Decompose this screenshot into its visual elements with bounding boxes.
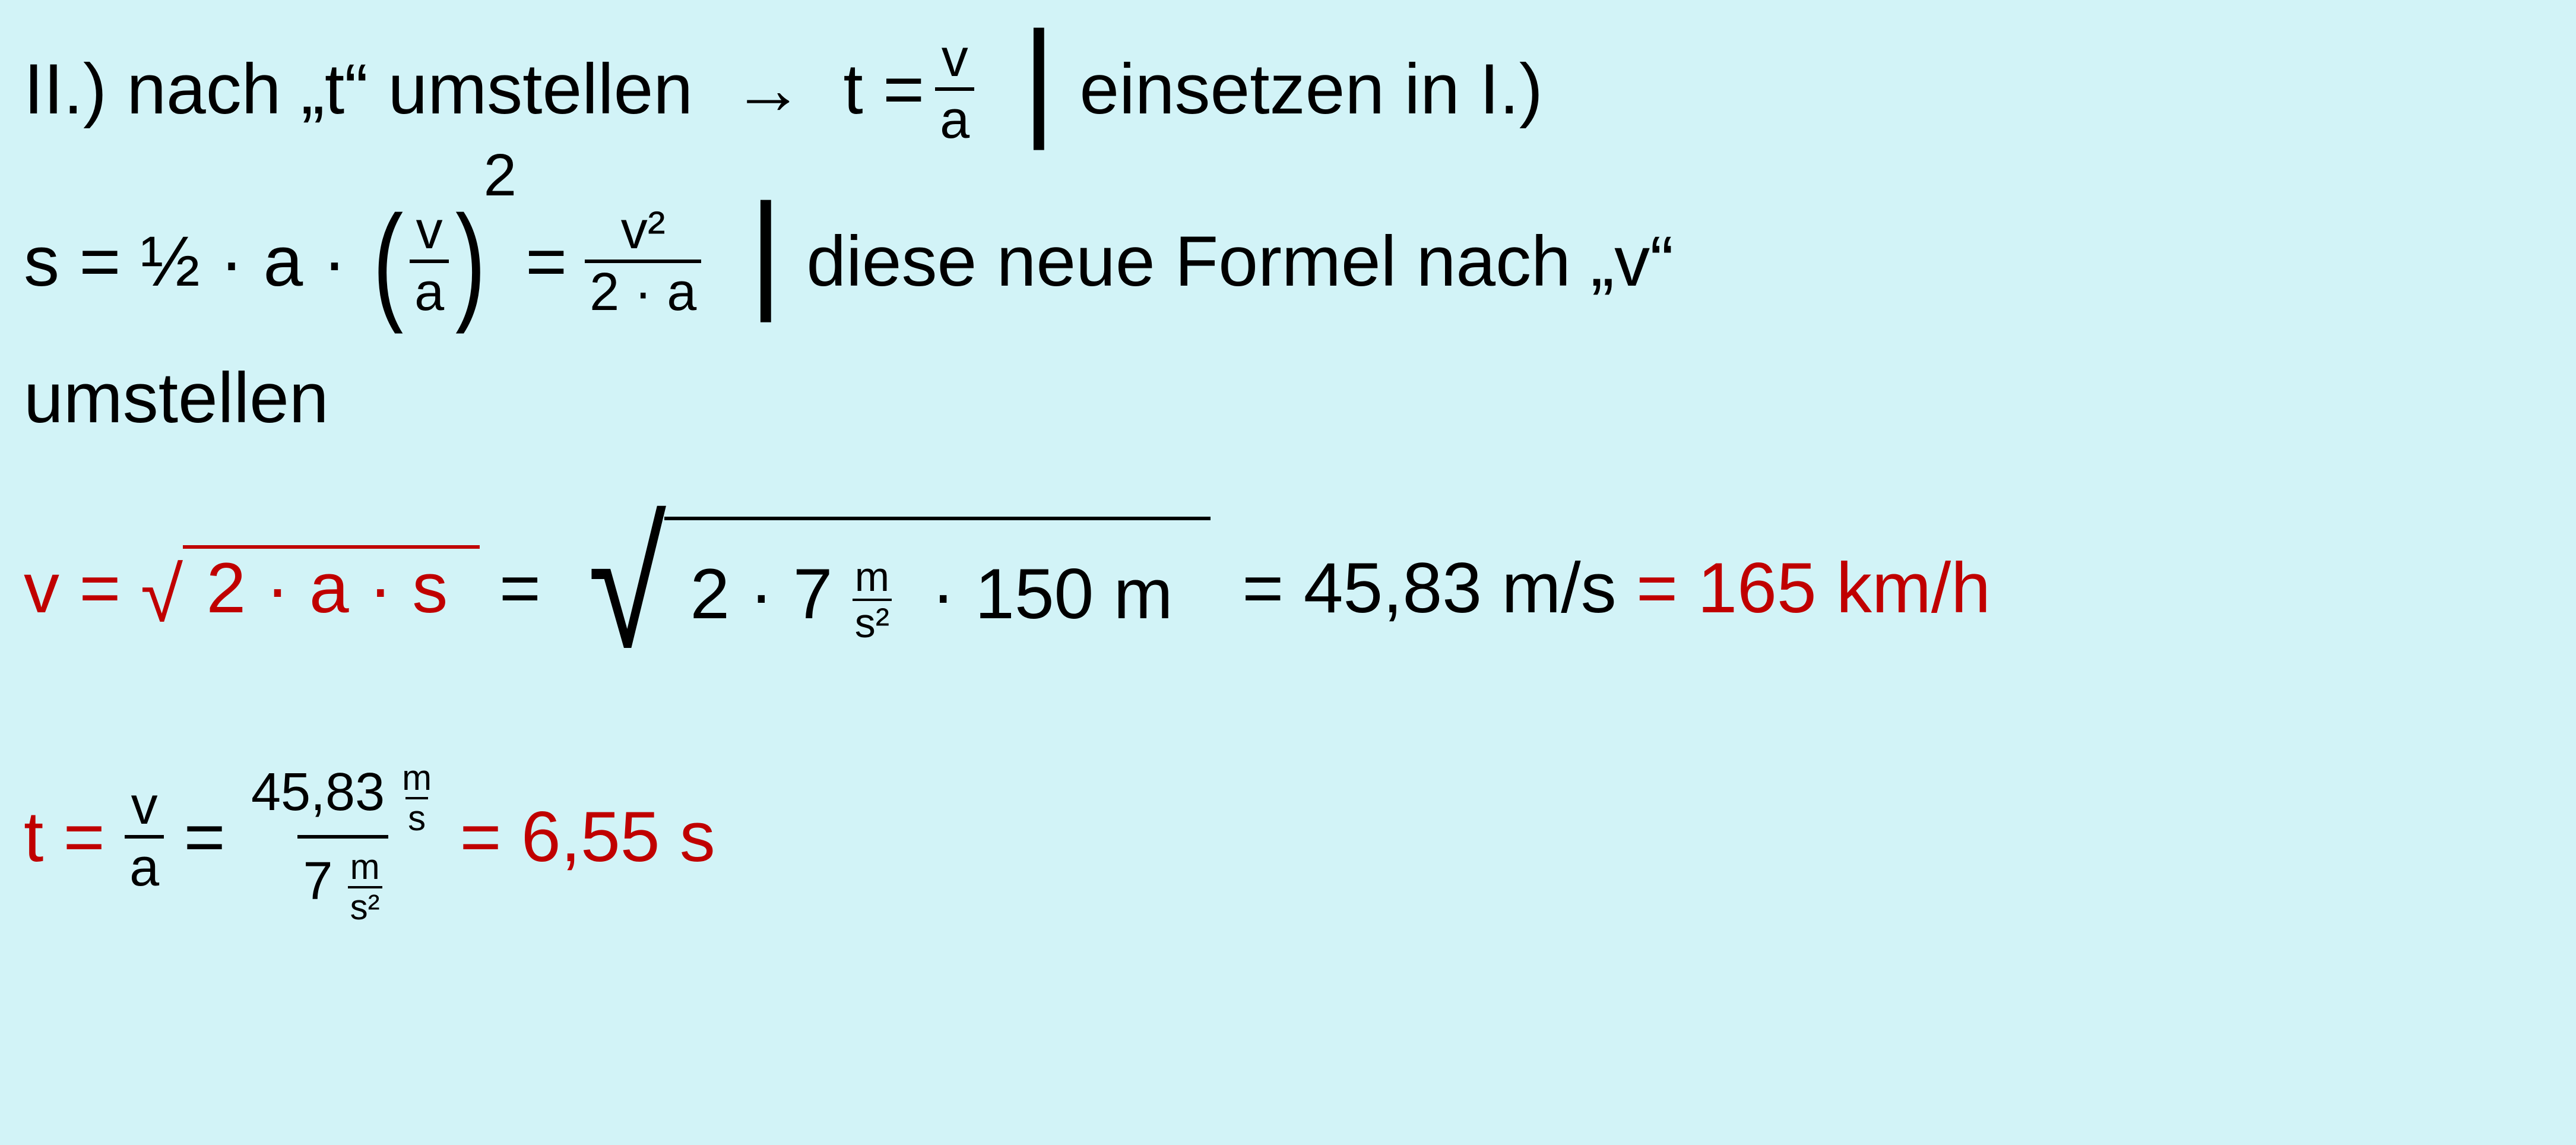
- line4-frac2-num-val: 45,83: [251, 766, 400, 819]
- line3-sqrt-red: √ 2 · a · s: [141, 549, 480, 627]
- line2-paren: ( v a ) 2: [366, 196, 525, 327]
- line4-result: = 6,55 s: [440, 801, 715, 872]
- line3-numeric: = 45,83 m/s: [1222, 552, 1636, 624]
- line2-paren-den: a: [410, 260, 449, 319]
- line2-rhs-frac-den: 2 · a: [585, 260, 701, 319]
- lparen-icon: (: [373, 196, 403, 327]
- line4-frac2: 45,83 m s 7 m s²: [245, 754, 440, 919]
- rparen-icon: ): [455, 196, 486, 327]
- line3-bigsqrt-unit-den: s²: [853, 599, 892, 644]
- line3-sqrt-body: 2 · a · s: [186, 552, 467, 624]
- big-sqrt-icon: √: [588, 514, 667, 656]
- line1-frac-den: a: [935, 87, 974, 147]
- line1-prefix: II.) nach „t“ umstellen → t =: [24, 53, 924, 125]
- line3-bigsqrt-unit-num: m: [853, 556, 892, 599]
- line4-frac2-den-unit: m s²: [348, 849, 382, 925]
- line3-eq2: =: [480, 552, 561, 624]
- line1-frac: v a: [935, 31, 974, 147]
- line4-t-eq: t =: [24, 801, 125, 872]
- line3-bigsqrt-tail: · 150 m: [892, 558, 1193, 630]
- line-3: v = √ 2 · a · s = √ 2 · 7 m s² · 150 m =…: [24, 517, 2552, 659]
- line4-frac1: v a: [125, 779, 164, 894]
- line3-kmh: = 165 km/h: [1636, 552, 1991, 624]
- line4-frac1-num: v: [126, 779, 163, 835]
- line3-v-eq: v =: [24, 552, 141, 624]
- line2-rhs-frac: v² 2 · a: [585, 204, 701, 319]
- line3-bigsqrt-unit: m s²: [853, 556, 892, 644]
- line4-frac2-den-unit-num: m: [348, 849, 382, 886]
- line-2b: umstellen: [24, 362, 2552, 434]
- line-4: t = v a = 45,83 m s 7 m s² = 6,55 s: [24, 754, 2552, 919]
- line4-frac2-num-unit-num: m: [400, 760, 434, 797]
- line4-eq2: =: [164, 801, 245, 872]
- line-2: s = ½ · a · ( v a ) 2 = v² 2 · a | diese…: [24, 196, 2552, 327]
- line4-frac2-num-unit-den: s: [405, 797, 428, 836]
- line2-rhs-text: diese neue Formel nach „v“: [806, 226, 1674, 297]
- line4-frac1-den: a: [125, 835, 164, 894]
- line2-paren-num: v: [411, 204, 448, 260]
- line4-frac2-den-unit-den: s²: [348, 886, 382, 925]
- line2-paren-frac: v a: [410, 204, 449, 319]
- line3-bigsqrt: √ 2 · 7 m s² · 150 m: [578, 517, 1222, 659]
- line2-rhs-frac-num: v²: [616, 204, 670, 260]
- line-1: II.) nach „t“ umstellen → t = v a | eins…: [24, 24, 2552, 154]
- line2-lhs: s = ½ · a ·: [24, 226, 366, 297]
- line2-eq: =: [525, 226, 567, 297]
- line4-frac2-den-val: 7: [303, 855, 348, 908]
- line2-bar: |: [701, 184, 806, 315]
- sqrt-icon: √: [141, 556, 183, 633]
- line1-bar: |: [974, 12, 1079, 143]
- line3-bigsqrt-lead: 2 · 7: [670, 558, 853, 630]
- line1-suffix: einsetzen in I.): [1079, 53, 1542, 125]
- line2-paren-exp: 2: [483, 146, 517, 205]
- line4-frac2-num-unit: m s: [400, 760, 434, 836]
- line1-frac-num: v: [937, 31, 973, 87]
- line2b-text: umstellen: [24, 362, 329, 434]
